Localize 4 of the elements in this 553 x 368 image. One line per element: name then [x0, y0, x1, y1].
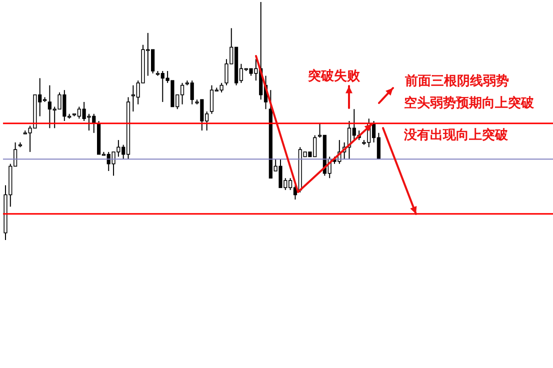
annotation: 空头弱势预期向上突破: [404, 95, 535, 111]
annotation: 突破失败: [307, 68, 361, 84]
annotation: 前面三根阴线弱势: [404, 73, 509, 89]
annotation: 没有出现向上突破: [403, 127, 509, 143]
